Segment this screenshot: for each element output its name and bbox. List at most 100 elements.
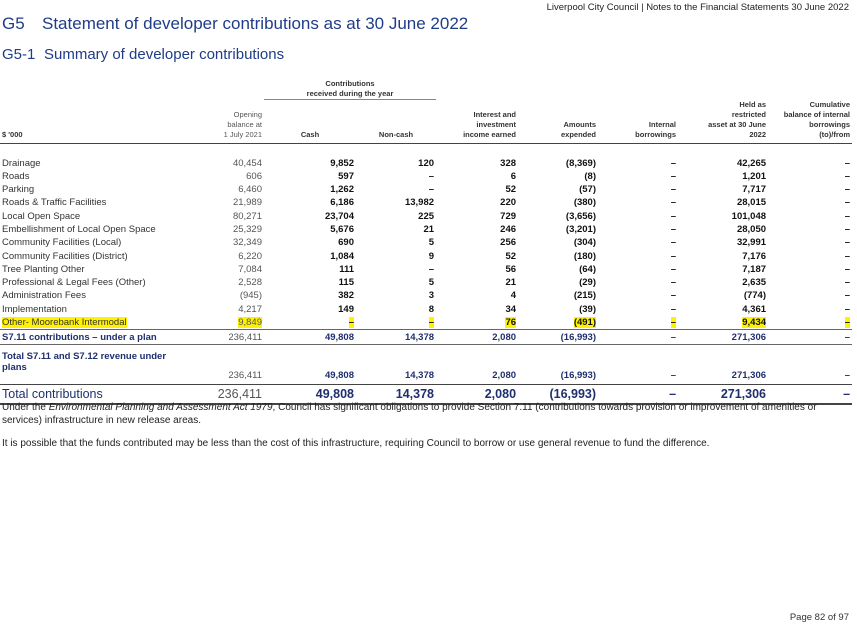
cell-noncash: 14,378 bbox=[356, 384, 437, 406]
cell-value: 42,265 bbox=[736, 157, 767, 169]
cell-value: 32,349 bbox=[232, 237, 262, 249]
act-name: Environmental Planning and Assessment Ac… bbox=[48, 402, 273, 413]
subsection-number: G5-1 bbox=[2, 46, 36, 63]
table-row: Roads 606 597 – 6 (8) – 1,201 – bbox=[0, 170, 852, 183]
cell-internal: – bbox=[598, 210, 678, 223]
cell-noncash: 5 bbox=[356, 276, 436, 289]
cell-held: 32,991 bbox=[678, 236, 768, 249]
subsection-title: Summary of developer contributions bbox=[44, 46, 285, 63]
cell-held: 7,187 bbox=[678, 263, 768, 276]
cell-value: 7,717 bbox=[742, 184, 767, 196]
cell-noncash: 13,982 bbox=[356, 196, 436, 209]
cell-cumulative: – bbox=[768, 276, 852, 289]
cell-cumulative: – bbox=[768, 236, 852, 249]
cell-internal: – bbox=[670, 370, 677, 382]
cell-interest: 328 bbox=[436, 143, 518, 170]
cell-interest: 220 bbox=[436, 196, 518, 209]
section-number: G5 bbox=[2, 14, 25, 33]
cell-value: 1,084 bbox=[330, 250, 354, 262]
cell-value: 6,220 bbox=[238, 250, 262, 262]
cell-interest: 4 bbox=[436, 289, 518, 302]
cell-opening: 6,460 bbox=[188, 183, 264, 196]
cell-held: 271,306 bbox=[678, 329, 769, 346]
cell-expended: (39) bbox=[518, 303, 598, 316]
cell-value: (8,369) bbox=[565, 157, 597, 169]
cell-value: 6 bbox=[510, 170, 517, 182]
cell-value: – bbox=[844, 277, 851, 289]
cell-value: 382 bbox=[338, 290, 354, 302]
developer-contributions-table: Contributions received during the year $… bbox=[0, 79, 853, 406]
cell-held: 101,048 bbox=[678, 210, 768, 223]
row-label: Roads & Traffic Facilities bbox=[0, 196, 188, 209]
cell-value: 4,217 bbox=[238, 303, 262, 315]
cell-cumulative: – bbox=[768, 250, 852, 263]
running-header: Liverpool City Council | Notes to the Fi… bbox=[546, 2, 849, 13]
row-label: Other- Moorebank Intermodal bbox=[0, 316, 188, 330]
row-label: Embellishment of Local Open Space bbox=[0, 223, 188, 236]
col-header-cash: Cash bbox=[264, 99, 356, 144]
cell-expended: (16,993) bbox=[560, 370, 597, 382]
cell-internal: – bbox=[598, 250, 678, 263]
cell-noncash: 14,378 bbox=[404, 370, 435, 382]
cell-noncash: 225 bbox=[356, 210, 436, 223]
cell-value: 111 bbox=[339, 263, 354, 275]
row-label: Total S7.11 and S7.12 revenue under plan… bbox=[2, 351, 167, 374]
cell-interest: 52 bbox=[436, 183, 518, 196]
cell-value: 40,454 bbox=[232, 157, 262, 169]
row-label-text: Implementation bbox=[2, 303, 67, 315]
cell-expended: (64) bbox=[518, 263, 598, 276]
cell-value: – bbox=[844, 157, 851, 169]
cell-internal: – bbox=[598, 329, 679, 346]
cell-interest: 2,080 bbox=[436, 384, 519, 406]
cell-value: (3,201) bbox=[565, 223, 597, 235]
cell-value: – bbox=[348, 317, 354, 329]
cell-noncash: 5 bbox=[356, 236, 436, 249]
cell-held: 42,265 bbox=[678, 143, 768, 170]
cell-value: 4 bbox=[510, 290, 517, 302]
cell-opening: (945) bbox=[188, 289, 264, 302]
note-text: , Council has significant obligations to… bbox=[2, 402, 817, 426]
cell-interest: 6 bbox=[436, 170, 518, 183]
row-label-text: Local Open Space bbox=[2, 210, 81, 222]
cell-value: 9,852 bbox=[330, 157, 354, 169]
row-label: Roads bbox=[0, 170, 188, 183]
cell-cumulative: – bbox=[768, 289, 852, 302]
cell-cumulative: – bbox=[768, 196, 852, 209]
cell-expended: (16,993) bbox=[518, 384, 599, 406]
table-row: Parking 6,460 1,262 – 52 (57) – 7,717 – bbox=[0, 183, 852, 196]
cell-value: 80,271 bbox=[232, 210, 262, 222]
row-label-text: Community Facilities (District) bbox=[2, 250, 128, 262]
cell-value: – bbox=[844, 223, 851, 235]
cell-value: – bbox=[670, 223, 677, 235]
cell-value: – bbox=[844, 250, 851, 262]
cell-value: – bbox=[670, 197, 677, 209]
cell-value: – bbox=[670, 157, 677, 169]
col-header-opening: Opening balance at 1 July 2021 bbox=[188, 99, 264, 144]
cell-cumulative: – bbox=[768, 143, 852, 170]
cell-cash: 597 bbox=[264, 170, 356, 183]
cell-held: 2,635 bbox=[678, 276, 768, 289]
cell-cash: 5,676 bbox=[264, 223, 356, 236]
cell-value: 32,991 bbox=[736, 237, 767, 249]
row-label-text: Roads bbox=[2, 170, 30, 182]
row-label-text: Tree Planting Other bbox=[2, 263, 85, 275]
cell-noncash: 9 bbox=[356, 250, 436, 263]
cell-value: (8) bbox=[584, 170, 597, 182]
cell-cash: 111 bbox=[264, 263, 356, 276]
cell-opening: 32,349 bbox=[188, 236, 264, 249]
cell-cumulative: – bbox=[768, 210, 852, 223]
table-row: Other- Moorebank Intermodal 9,849 – – 76 (491… bbox=[0, 316, 852, 330]
row-label-text: Parking bbox=[2, 184, 35, 196]
cell-value: 101,048 bbox=[731, 210, 767, 222]
contributions-group-header: Contributions received during the year bbox=[264, 79, 437, 100]
subtotal-row: S7.11 contributions – under a plan 236,4… bbox=[0, 329, 853, 346]
cell-interest: 246 bbox=[436, 223, 518, 236]
cell-value: 3 bbox=[428, 290, 435, 302]
cell-expended: (491) bbox=[518, 316, 598, 330]
cell-value: 690 bbox=[338, 237, 354, 249]
cell-value: 7,187 bbox=[742, 263, 767, 275]
row-label: Parking bbox=[0, 183, 188, 196]
col-header-internal: Internal borrowings bbox=[598, 99, 679, 144]
cell-value: – bbox=[670, 250, 677, 262]
cell-internal: – bbox=[598, 170, 678, 183]
